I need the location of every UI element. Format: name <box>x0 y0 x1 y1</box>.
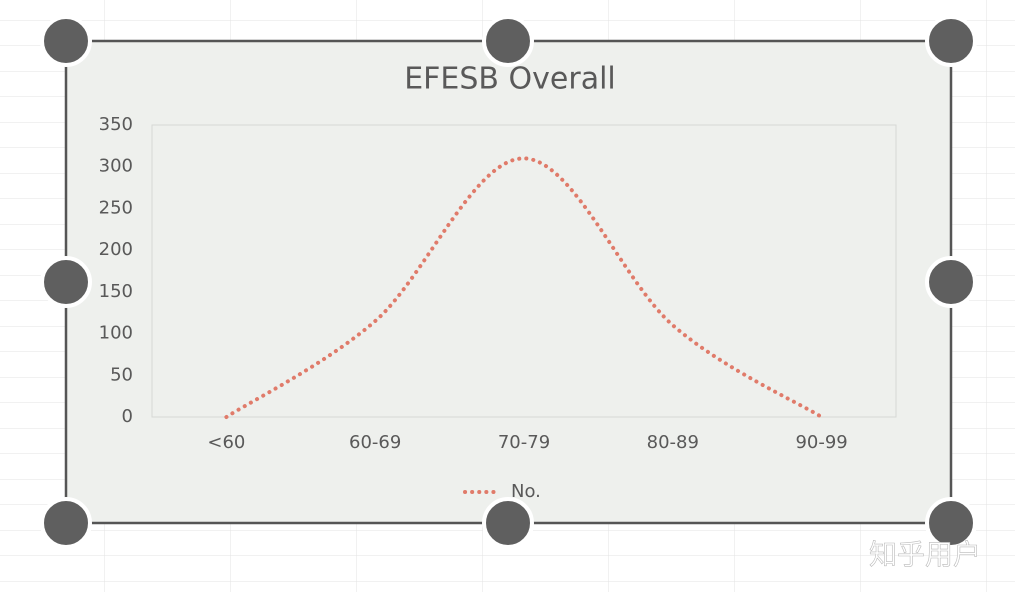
resize-handle[interactable] <box>482 15 534 67</box>
chart-frame[interactable] <box>64 39 953 525</box>
chart-title: EFESB Overall <box>404 62 616 97</box>
watermark: 知乎用户 <box>869 538 981 571</box>
resize-handle[interactable] <box>40 256 92 308</box>
y-tick-label: 100 <box>99 323 133 344</box>
y-tick-label: 300 <box>99 156 133 177</box>
x-tick-label: 80-89 <box>647 432 699 453</box>
resize-handle[interactable] <box>40 497 92 549</box>
handles <box>40 15 977 549</box>
resize-handle[interactable] <box>40 15 92 67</box>
plot-area <box>151 124 897 418</box>
y-tick-label: 0 <box>122 406 133 427</box>
x-tick-label: <60 <box>207 432 245 453</box>
x-tick-label: 60-69 <box>349 432 401 453</box>
y-tick-label: 350 <box>99 114 133 135</box>
resize-handle[interactable] <box>925 15 977 67</box>
legend-label: No. <box>511 481 541 502</box>
y-tick-label: 250 <box>99 197 133 218</box>
data-line <box>224 156 824 419</box>
y-tick-label: 200 <box>99 239 133 260</box>
x-tick-label: 70-79 <box>498 432 550 453</box>
x-tick-label: 90-99 <box>795 432 847 453</box>
resize-handle[interactable] <box>925 497 977 549</box>
resize-handle[interactable] <box>482 497 534 549</box>
y-tick-label: 150 <box>99 281 133 302</box>
resize-handle[interactable] <box>925 256 977 308</box>
y-tick-label: 50 <box>110 364 133 385</box>
